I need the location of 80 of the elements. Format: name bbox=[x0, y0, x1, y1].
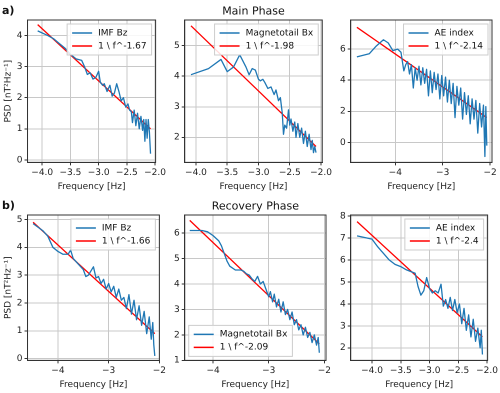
y-tick-label: 1 bbox=[174, 356, 180, 366]
chart-title: Recovery Phase bbox=[212, 199, 300, 212]
y-tick-label: 4 bbox=[340, 76, 346, 86]
x-tick-label: −4 bbox=[51, 366, 65, 376]
x-tick-label: −2 bbox=[152, 366, 166, 376]
y-tick-label: 2 bbox=[174, 132, 180, 143]
x-tick-label: −2 bbox=[318, 366, 331, 376]
text: a) bbox=[2, 4, 14, 17]
y-tick-label: 8 bbox=[340, 211, 346, 222]
y-tick-label: 2 bbox=[16, 298, 23, 308]
y-tick-label: 2 bbox=[340, 343, 346, 354]
y-tick-label: 3 bbox=[16, 62, 23, 72]
y-tick-label: 6 bbox=[340, 255, 346, 266]
legend-label: IMF Bz bbox=[102, 223, 132, 234]
x-tick-label: −4.0 bbox=[361, 366, 384, 376]
y-tick-label: 4 bbox=[16, 242, 23, 253]
y-tick-label: 3 bbox=[174, 304, 180, 315]
x-axis-title: Frequency [Hz] bbox=[385, 380, 454, 390]
legend-label: 1 \ f^-2.14 bbox=[434, 41, 484, 52]
y-tick-label: 2 bbox=[16, 93, 23, 104]
y-tick-label: 3 bbox=[340, 321, 346, 332]
x-tick-label: −2 bbox=[483, 168, 497, 178]
y-tick-label: 4 bbox=[340, 299, 346, 310]
y-tick-label: 5 bbox=[174, 41, 180, 52]
x-tick-label: −4.0 bbox=[31, 168, 54, 178]
y-tick-label: 6 bbox=[174, 228, 180, 238]
x-axis-title: Frequency [Hz] bbox=[60, 380, 128, 390]
x-tick-label: −3 bbox=[436, 168, 450, 178]
legend-label: Magnetotail Bx bbox=[220, 330, 288, 340]
y-tick-label: 5 bbox=[340, 277, 346, 288]
x-axis-title: Frequency [Hz] bbox=[58, 182, 126, 192]
legend-label: AE index bbox=[436, 223, 476, 234]
legend-label: AE index bbox=[434, 28, 475, 38]
x-tick-label: −2.5 bbox=[116, 168, 138, 178]
legend-label: 1 \ f^-1.66 bbox=[102, 236, 151, 246]
x-tick-label: −3 bbox=[102, 366, 116, 376]
y-axis-title: PSD [nT²Hz⁻¹] bbox=[4, 256, 14, 320]
x-tick-label: −3.5 bbox=[59, 168, 82, 178]
y-tick-label: 3 bbox=[16, 270, 23, 281]
legend-label: IMF Bz bbox=[98, 28, 128, 38]
x-axis-title: Frequency [Hz] bbox=[221, 380, 290, 390]
x-tick-label: −3.0 bbox=[88, 168, 110, 178]
legend-label: Magnetotail Bx bbox=[246, 28, 314, 38]
y-tick-label: 4 bbox=[174, 72, 180, 82]
y-tick-label: 3 bbox=[174, 102, 180, 112]
legend-label: 1 \ f^-2.4 bbox=[436, 236, 479, 246]
y-tick-label: 0 bbox=[16, 155, 23, 166]
y-tick-label: 0 bbox=[16, 354, 23, 364]
legend-label: 1 \ f^-1.98 bbox=[246, 41, 294, 52]
y-axis-title: PSD [nT²Hz⁻¹] bbox=[4, 60, 14, 123]
chart-title: Main Phase bbox=[222, 4, 286, 18]
x-axis-title: Frequency [Hz] bbox=[220, 182, 288, 192]
y-tick-label: 7 bbox=[340, 233, 346, 244]
y-tick-label: 1 bbox=[16, 124, 23, 134]
y-tick-label: 1 bbox=[16, 326, 23, 336]
x-tick-label: −2.5 bbox=[447, 366, 470, 376]
y-tick-label: 2 bbox=[340, 106, 346, 117]
y-tick-label: 6 bbox=[340, 44, 346, 54]
x-tick-label: −3.5 bbox=[216, 168, 238, 178]
y-tick-label: 4 bbox=[174, 279, 180, 290]
legend-label: 1 \ f^-1.67 bbox=[98, 41, 147, 52]
x-tick-label: −4 bbox=[388, 168, 402, 178]
x-tick-label: −2.0 bbox=[144, 168, 166, 178]
x-tick-label: −2.0 bbox=[476, 366, 498, 376]
x-tick-label: −3.0 bbox=[248, 168, 270, 178]
x-tick-label: −4 bbox=[206, 366, 220, 376]
x-tick-label: −3 bbox=[262, 366, 276, 376]
x-tick-label: −2.5 bbox=[278, 168, 301, 178]
x-tick-label: −3.0 bbox=[418, 366, 441, 376]
x-axis-title: Frequency [Hz] bbox=[387, 182, 456, 192]
x-tick-label: −2.0 bbox=[310, 168, 332, 178]
x-tick-label: −3.5 bbox=[390, 366, 412, 376]
text: b) bbox=[2, 199, 15, 212]
y-tick-label: 2 bbox=[174, 330, 180, 340]
x-tick-label: −4.0 bbox=[185, 168, 208, 178]
legend-label: 1 \ f^-2.09 bbox=[220, 342, 268, 353]
y-tick-label: 5 bbox=[174, 254, 180, 264]
y-tick-label: 0 bbox=[340, 138, 346, 148]
y-tick-label: 4 bbox=[16, 30, 23, 41]
y-tick-label: 5 bbox=[16, 214, 23, 225]
